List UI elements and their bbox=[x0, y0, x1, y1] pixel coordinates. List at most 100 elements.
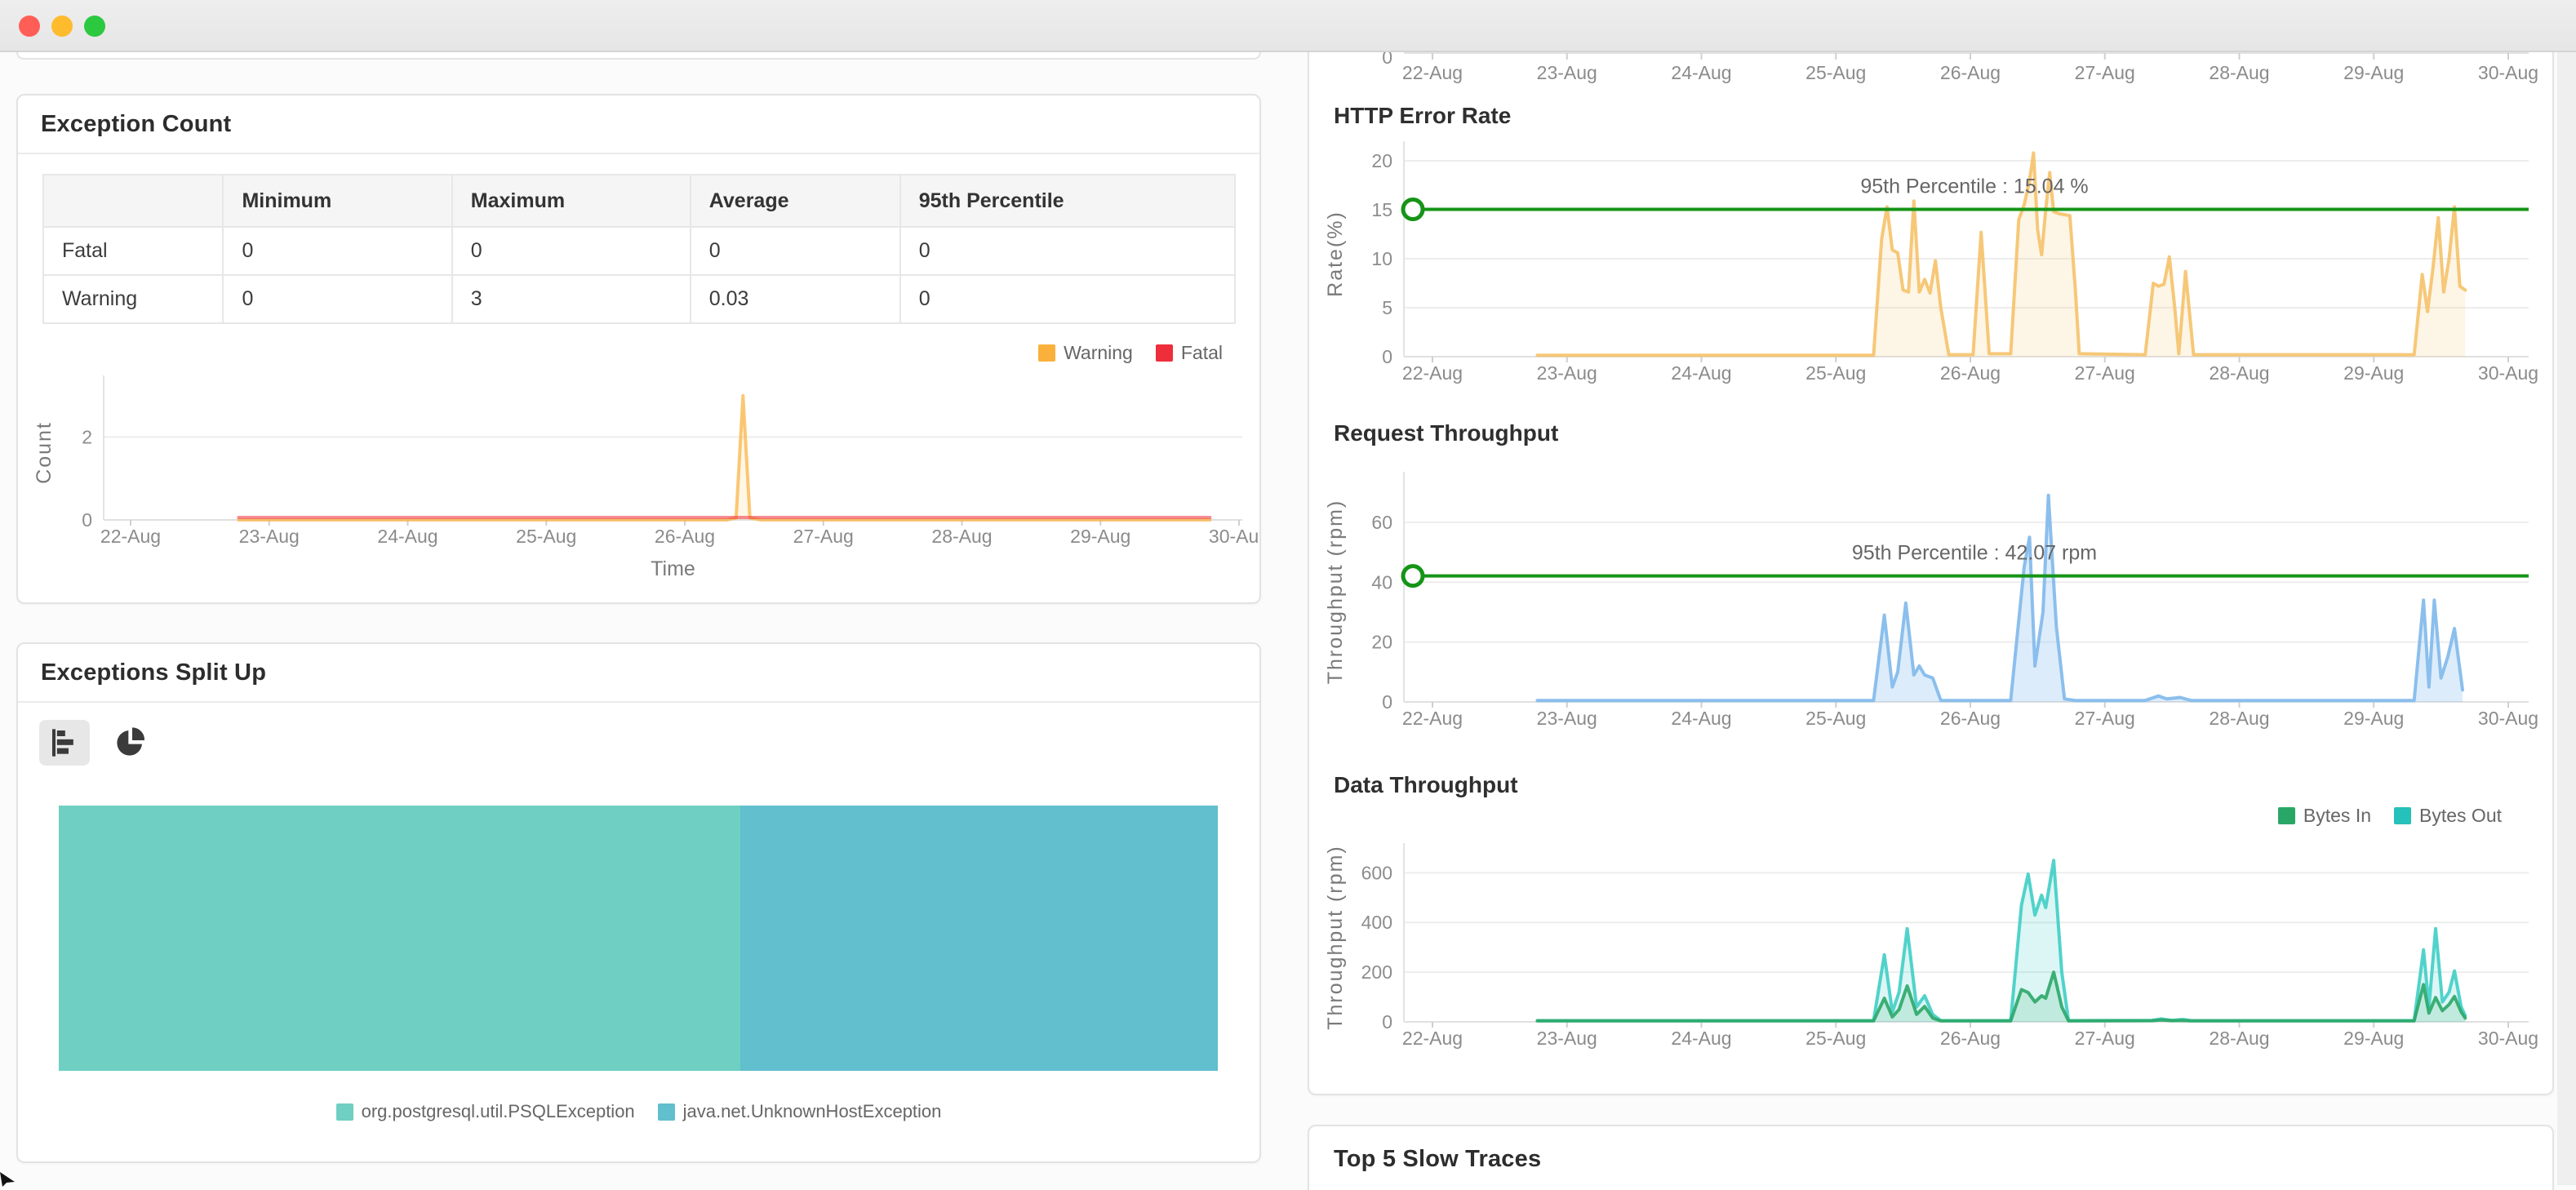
svg-text:30-Aug: 30-Aug bbox=[2478, 362, 2538, 384]
cutoff-panel-top-left bbox=[16, 52, 1261, 60]
svg-text:30-Aug: 30-Aug bbox=[1209, 526, 1259, 547]
maximize-window-button[interactable] bbox=[84, 16, 105, 37]
legend-label: Fatal bbox=[1180, 342, 1223, 363]
svg-text:24-Aug: 24-Aug bbox=[1671, 1028, 1731, 1049]
table-cell: 0 bbox=[451, 226, 691, 276]
svg-text:22-Aug: 22-Aug bbox=[100, 526, 161, 547]
legend-label: java.net.UnknownHostException bbox=[682, 1101, 942, 1121]
legend-label: org.postgresql.util.PSQLException bbox=[361, 1101, 635, 1121]
table-cell: Warning bbox=[42, 274, 224, 324]
stacked-bar-segment[interactable] bbox=[739, 806, 1218, 1071]
legend-label: Bytes Out bbox=[2419, 805, 2502, 826]
exception-count-chart[interactable]: 0 2 22-Aug 23-Aug 24-Aug 25-Aug 26-Aug 27-Aug 28… bbox=[18, 365, 1259, 610]
svg-text:0: 0 bbox=[1382, 52, 1392, 68]
legend-swatch bbox=[1155, 344, 1173, 362]
svg-text:30-Aug: 30-Aug bbox=[2478, 708, 2538, 729]
table-header-cell: Minimum bbox=[222, 174, 453, 228]
legend-item[interactable]: Fatal bbox=[1155, 342, 1223, 364]
table-header-cell: Maximum bbox=[451, 174, 691, 228]
bar-chart-view-button[interactable] bbox=[39, 720, 90, 766]
svg-text:27-Aug: 27-Aug bbox=[793, 526, 854, 547]
legend-label: Warning bbox=[1064, 342, 1133, 363]
svg-text:29-Aug: 29-Aug bbox=[2343, 62, 2404, 83]
legend-item[interactable]: Bytes In bbox=[2277, 805, 2371, 827]
legend-item[interactable]: java.net.UnknownHostException bbox=[657, 1101, 942, 1122]
exceptions-split-legend: org.postgresql.util.PSQLException java.ne… bbox=[18, 1101, 1259, 1122]
http-error-rate-chart[interactable]: 0 5 10 15 20 22-Aug 23-Aug 24-Aug 25-Aug 26-Aug 27… bbox=[1309, 134, 2552, 411]
svg-text:25-Aug: 25-Aug bbox=[1805, 708, 1866, 729]
exceptions-stacked-bar[interactable] bbox=[59, 806, 1218, 1071]
legend-swatch bbox=[1038, 344, 1056, 362]
data-throughput-legend: Bytes In Bytes Out bbox=[2277, 805, 2502, 827]
table-cell: 0 bbox=[689, 226, 901, 276]
data-throughput-chart[interactable]: 0 200 400 600 22-Aug 23-Aug 24-Aug 25-Aug 26-Aug… bbox=[1309, 836, 2552, 1081]
chart-title: Request Throughput bbox=[1334, 420, 1559, 446]
svg-text:20: 20 bbox=[1371, 632, 1392, 653]
performance-charts-panel: 0 22-Aug 23-Aug 24-Aug 25-Aug 26-Aug 27-Aug 28-… bbox=[1308, 52, 2554, 1095]
table-header-cell: 95th Percentile bbox=[899, 174, 1237, 228]
pie-chart-view-button[interactable] bbox=[104, 720, 155, 766]
legend-swatch bbox=[657, 1103, 675, 1121]
minimize-window-button[interactable] bbox=[51, 16, 73, 37]
svg-text:95th Percentile : 42.07 rpm: 95th Percentile : 42.07 rpm bbox=[1852, 542, 2097, 565]
svg-text:25-Aug: 25-Aug bbox=[1805, 62, 1866, 83]
svg-text:25-Aug: 25-Aug bbox=[516, 526, 576, 547]
svg-text:22-Aug: 22-Aug bbox=[1402, 708, 1463, 729]
window-titlebar bbox=[0, 0, 2576, 52]
svg-text:26-Aug: 26-Aug bbox=[1940, 1028, 2001, 1049]
svg-text:40: 40 bbox=[1371, 571, 1392, 593]
legend-swatch bbox=[2277, 807, 2295, 824]
cutoff-chart-axis: 0 22-Aug 23-Aug 24-Aug 25-Aug 26-Aug 27-Aug 28-… bbox=[1382, 52, 2538, 83]
svg-text:23-Aug: 23-Aug bbox=[1537, 362, 1597, 384]
svg-text:200: 200 bbox=[1361, 961, 1392, 983]
table-row: Fatal 0 0 0 0 bbox=[42, 226, 1237, 276]
svg-text:27-Aug: 27-Aug bbox=[2075, 62, 2135, 83]
svg-text:0: 0 bbox=[82, 509, 92, 531]
stacked-bar-segment[interactable] bbox=[59, 806, 740, 1071]
svg-text:5: 5 bbox=[1382, 297, 1392, 318]
panel-title: Exception Count bbox=[41, 110, 232, 137]
svg-text:26-Aug: 26-Aug bbox=[655, 526, 715, 547]
svg-text:400: 400 bbox=[1361, 912, 1392, 933]
svg-text:26-Aug: 26-Aug bbox=[1940, 708, 2001, 729]
panel-title: Exceptions Split Up bbox=[41, 659, 267, 686]
svg-text:23-Aug: 23-Aug bbox=[1537, 708, 1597, 729]
panel-header: Exceptions Split Up bbox=[18, 644, 1259, 703]
request-throughput-chart[interactable]: 0 20 40 60 22-Aug 23-Aug 24-Aug 25-Aug 26-Aug 27-… bbox=[1309, 452, 2552, 754]
legend-item[interactable]: Bytes Out bbox=[2394, 805, 2502, 827]
svg-text:0: 0 bbox=[1382, 691, 1392, 713]
panel-header: Exception Count bbox=[18, 95, 1259, 154]
svg-text:24-Aug: 24-Aug bbox=[1671, 362, 1731, 384]
svg-text:28-Aug: 28-Aug bbox=[2209, 62, 2269, 83]
legend-item[interactable]: org.postgresql.util.PSQLException bbox=[335, 1101, 635, 1122]
svg-text:22-Aug: 22-Aug bbox=[1402, 62, 1463, 83]
svg-text:0: 0 bbox=[1382, 1011, 1392, 1032]
table-header-cell bbox=[42, 174, 224, 228]
table-cell: 3 bbox=[451, 274, 691, 324]
exception-chart-legend: Warning Fatal bbox=[1038, 342, 1223, 364]
svg-text:29-Aug: 29-Aug bbox=[1070, 526, 1130, 547]
table-cell: 0 bbox=[222, 226, 453, 276]
svg-text:23-Aug: 23-Aug bbox=[1537, 1028, 1597, 1049]
table-cell: 0 bbox=[899, 274, 1237, 324]
table-row: Warning 0 3 0.03 0 bbox=[42, 274, 1237, 324]
svg-text:28-Aug: 28-Aug bbox=[2209, 1028, 2269, 1049]
close-window-button[interactable] bbox=[19, 16, 40, 37]
svg-text:25-Aug: 25-Aug bbox=[1805, 362, 1866, 384]
svg-text:Throughput (rpm): Throughput (rpm) bbox=[1324, 500, 1347, 685]
slow-traces-panel: Top 5 Slow Traces bbox=[1308, 1125, 2554, 1190]
svg-text:23-Aug: 23-Aug bbox=[239, 526, 300, 547]
svg-text:30-Aug: 30-Aug bbox=[2478, 62, 2538, 83]
bar-chart-icon bbox=[52, 729, 73, 757]
exception-count-panel: Exception Count Minimum Maximum Average 95t… bbox=[16, 94, 1261, 604]
svg-text:Throughput (rpm): Throughput (rpm) bbox=[1324, 845, 1347, 1030]
svg-text:10: 10 bbox=[1371, 248, 1392, 269]
svg-text:28-Aug: 28-Aug bbox=[2209, 362, 2269, 384]
svg-text:24-Aug: 24-Aug bbox=[1671, 62, 1731, 83]
svg-text:26-Aug: 26-Aug bbox=[1940, 62, 2001, 83]
chart-title: Data Throughput bbox=[1334, 772, 1518, 797]
panel-title: Top 5 Slow Traces bbox=[1334, 1146, 1542, 1172]
legend-item[interactable]: Warning bbox=[1038, 342, 1133, 364]
svg-text:25-Aug: 25-Aug bbox=[1805, 1028, 1866, 1049]
exception-count-table: Minimum Maximum Average 95th Percentile Fat… bbox=[42, 174, 1237, 324]
